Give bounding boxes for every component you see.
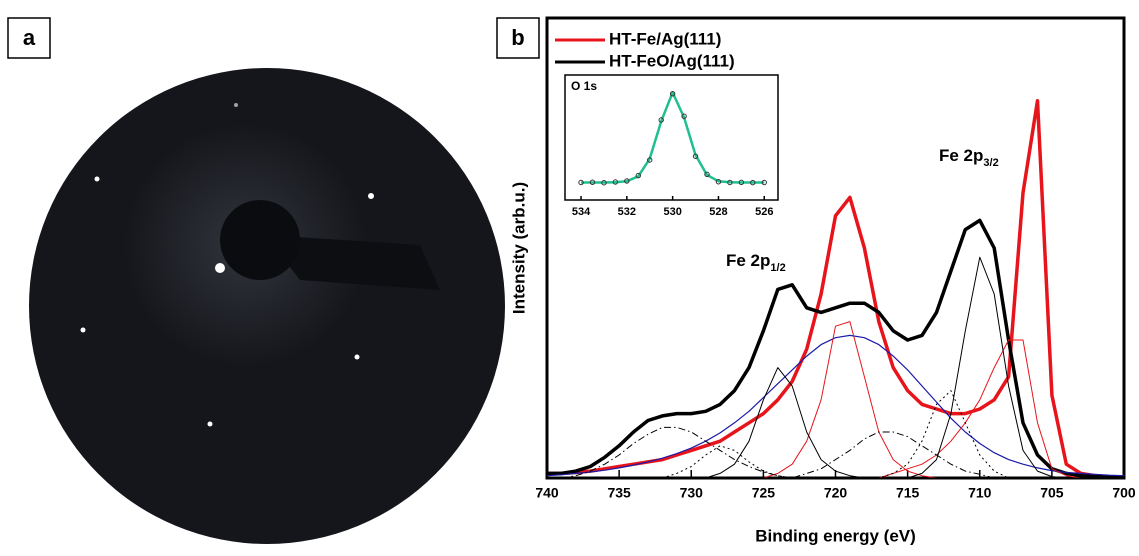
data-point (715, 179, 722, 185)
spot (234, 103, 238, 107)
data-point (750, 179, 756, 186)
panel-label: a (23, 25, 36, 50)
annotation-subscript: 3/2 (983, 157, 998, 169)
x-tick-label: 532 (618, 206, 636, 218)
x-tick-label: 730 (680, 485, 704, 501)
x-tick-label: 700 (1112, 485, 1136, 501)
x-tick-label: 715 (896, 485, 920, 501)
data-point (738, 179, 745, 186)
panel-label: b (511, 25, 524, 50)
x-tick-label: 720 (824, 485, 848, 501)
legend-label: HT-FeO/Ag(111) (609, 51, 735, 70)
data-point (578, 179, 584, 186)
data-point (635, 172, 641, 179)
data-point (658, 117, 664, 123)
x-tick-label: 710 (968, 485, 992, 501)
x-tick-label: 530 (663, 206, 681, 218)
data-point (601, 180, 607, 186)
x-tick-label: 705 (1040, 485, 1064, 501)
x-axis-title: Binding energy (eV) (755, 526, 916, 545)
series-line (547, 218, 1124, 479)
annotation-text: Fe 2p (939, 146, 983, 165)
data-point (624, 178, 630, 184)
series-line (547, 390, 1124, 479)
x-tick-label: 526 (755, 206, 773, 218)
spot (368, 193, 374, 199)
spot (215, 263, 225, 273)
spot (80, 327, 86, 333)
panel-label-box (496, 17, 540, 59)
data-point (727, 179, 733, 186)
spot (94, 176, 100, 182)
x-tick-label: 735 (607, 485, 631, 501)
data-point (761, 179, 767, 186)
x-tick-label: 534 (572, 206, 591, 218)
shadow (220, 200, 300, 280)
y-axis-title: Intensity (arb.u.) (509, 182, 528, 314)
inset-title: O 1s (571, 79, 597, 93)
data-point (647, 157, 653, 163)
annotation-subscript: 1/2 (770, 262, 785, 274)
data-point (589, 179, 596, 185)
data-point (704, 171, 710, 178)
data-point (669, 91, 676, 97)
spot (207, 421, 213, 427)
x-tick-label: 528 (709, 206, 727, 218)
inset-chart: 534 532 530 528 526 O 1s (564, 74, 779, 218)
leed-image (29, 68, 505, 544)
series-line (547, 426, 1124, 479)
spot (354, 354, 360, 360)
annotation: Fe 2p1/2 (726, 251, 786, 273)
panel-label-box (7, 17, 51, 59)
x-tick-label: 740 (535, 485, 559, 501)
series-line (547, 431, 1124, 479)
data-point (612, 179, 619, 185)
annotation: Fe 2p3/2 (939, 146, 999, 168)
legend-label: HT-Fe/Ag(111) (609, 29, 721, 48)
data-point (692, 153, 699, 159)
spots (80, 103, 374, 427)
data-point (681, 113, 687, 119)
holder (265, 235, 440, 290)
annotation-text: Fe 2p (726, 251, 770, 270)
x-tick-label: 725 (752, 485, 776, 501)
series-line (546, 334, 1125, 477)
series-line (581, 91, 765, 184)
